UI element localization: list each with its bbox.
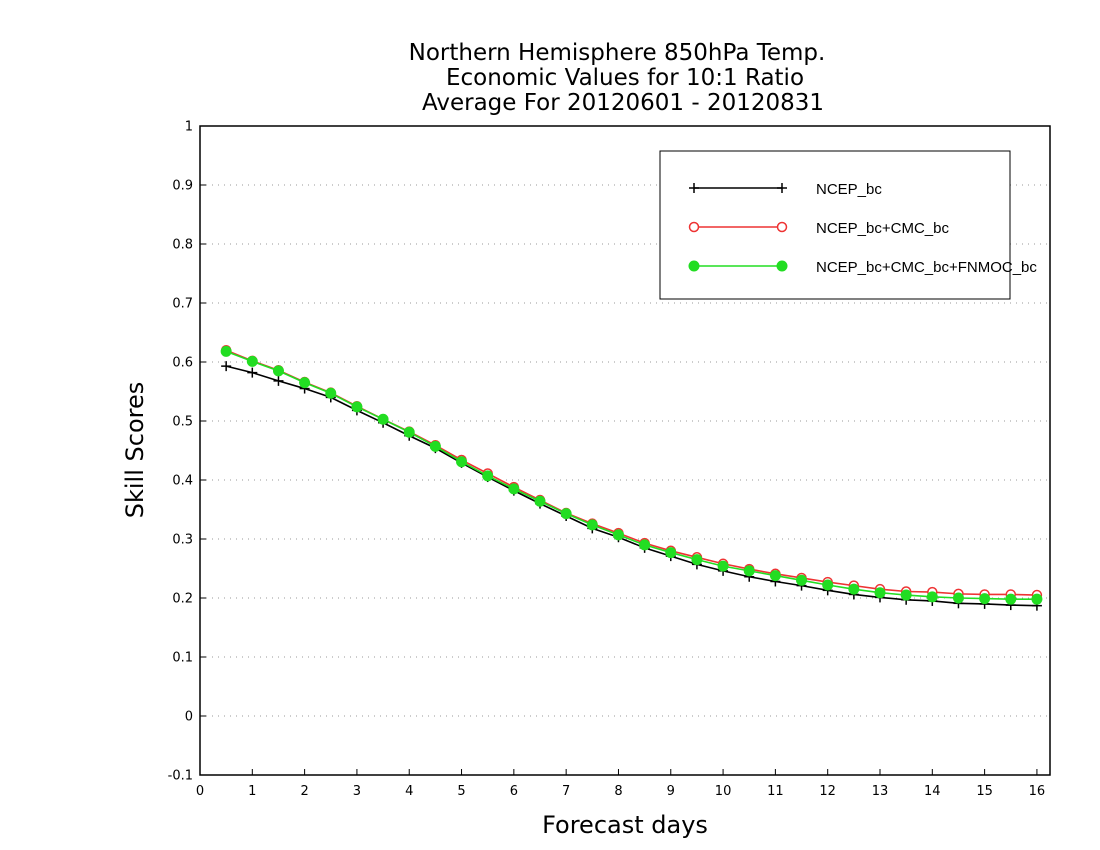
x-tick-label-9: 9: [667, 784, 675, 799]
point-s2-20: [743, 565, 755, 577]
x-tick-label-14: 14: [924, 784, 941, 799]
point-s2-8: [429, 440, 441, 452]
point-s2-1: [246, 355, 258, 367]
y-tick-label-2: 0.1: [172, 651, 193, 666]
point-s2-7: [403, 426, 415, 438]
point-s2-2: [272, 365, 284, 377]
x-tick-label-13: 13: [872, 784, 889, 799]
point-s0-2: [273, 375, 284, 386]
series-line-2: [225, 350, 1037, 600]
x-tick-label-10: 10: [715, 784, 732, 799]
x-tick-label-5: 5: [457, 784, 465, 799]
series-2: [220, 345, 1043, 605]
series-group: [220, 344, 1043, 611]
x-tick-label-16: 16: [1029, 784, 1046, 799]
point-s2-3: [299, 377, 311, 389]
point-s2-12: [534, 495, 546, 507]
point-s2-19: [717, 560, 729, 572]
point-s2-10: [482, 470, 494, 482]
point-s2-29: [979, 593, 991, 605]
point-s2-28: [952, 592, 964, 604]
x-tick-label-15: 15: [976, 784, 993, 799]
point-s2-16: [639, 539, 651, 551]
y-tick-label-11: 1: [185, 120, 193, 135]
legend-marker-right-0: [777, 183, 787, 193]
series-line-1: [225, 349, 1037, 596]
point-s2-14: [586, 519, 598, 531]
point-s2-23: [822, 579, 834, 591]
y-axis: -0.1 0 0.1 0.2 0.3 0.4 0.5 0.6 0.7 0.8 0.9 1: [168, 120, 206, 784]
point-s2-0: [220, 345, 232, 357]
x-tick-label-4: 4: [405, 784, 413, 799]
y-tick-label-7: 0.6: [172, 356, 193, 371]
point-s2-30: [1005, 593, 1017, 605]
legend-label-2: NCEP_bc+CMC_bc+FNMOC_bc: [816, 259, 1037, 276]
x-tick-label-12: 12: [819, 784, 836, 799]
point-s2-22: [796, 574, 808, 586]
x-tick-label-0: 0: [196, 784, 204, 799]
legend-marker-right-2: [776, 260, 788, 272]
point-s2-17: [665, 547, 677, 559]
point-s2-27: [926, 591, 938, 603]
point-s2-31: [1031, 593, 1043, 605]
y-axis-label: Skill Scores: [121, 382, 149, 519]
plot-frame: [199, 125, 1051, 776]
point-s2-13: [560, 508, 572, 520]
y-tick-label-6: 0.5: [172, 415, 193, 430]
point-s2-21: [769, 570, 781, 582]
point-s2-15: [612, 529, 624, 541]
legend-label-1: NCEP_bc+CMC_bc: [816, 220, 949, 237]
x-tick-label-1: 1: [248, 784, 256, 799]
point-s0-0: [221, 361, 232, 372]
point-s2-4: [325, 387, 337, 399]
legend-marker-left-0: [689, 183, 699, 193]
y-tick-label-10: 0.9: [172, 179, 193, 194]
legend-marker-left-2: [688, 260, 700, 272]
point-s2-26: [900, 589, 912, 601]
point-s2-24: [848, 583, 860, 595]
x-tick-label-3: 3: [353, 784, 361, 799]
legend-box: [659, 150, 1011, 300]
point-s0-1: [247, 367, 258, 378]
point-s2-18: [691, 554, 703, 566]
legend: NCEP_bc NCEP_bc+CMC_bc NCEP_bc+CMC_bc+FNMO…: [659, 150, 1037, 300]
point-s2-11: [508, 483, 520, 495]
y-tick-label-5: 0.4: [172, 474, 193, 489]
chart-title-line-1: Northern Hemisphere 850hPa Temp.: [409, 40, 826, 66]
y-tick-label-0: -0.1: [168, 769, 193, 784]
x-tick-label-6: 6: [510, 784, 518, 799]
point-s2-9: [456, 456, 468, 468]
y-tick-label-1: 0: [185, 710, 193, 725]
legend-marker-left-1: [688, 221, 700, 233]
point-s2-6: [377, 413, 389, 425]
x-tick-label-2: 2: [300, 784, 308, 799]
x-axis-label: Forecast days: [542, 811, 708, 839]
x-axis: 0 1 2 3 4 5 6 7 8 9 10 11 12 13 14 15 16: [196, 769, 1045, 799]
point-s2-25: [874, 587, 886, 599]
x-tick-label-8: 8: [614, 784, 622, 799]
y-tick-label-3: 0.2: [172, 592, 193, 607]
chart-title-line-2: Economic Values for 10:1 Ratio: [446, 65, 804, 91]
x-tick-label-11: 11: [767, 784, 784, 799]
y-tick-label-4: 0.3: [172, 533, 193, 548]
y-tick-label-8: 0.7: [172, 297, 193, 312]
legend-marker-right-1: [776, 221, 788, 233]
x-tick-label-7: 7: [562, 784, 570, 799]
chart-title-line-3: Average For 20120601 - 20120831: [422, 90, 824, 116]
series-1: [220, 344, 1043, 601]
point-s2-5: [351, 401, 363, 413]
y-tick-label-9: 0.8: [172, 238, 193, 253]
series-0: [221, 361, 1042, 611]
legend-label-0: NCEP_bc: [816, 181, 882, 198]
